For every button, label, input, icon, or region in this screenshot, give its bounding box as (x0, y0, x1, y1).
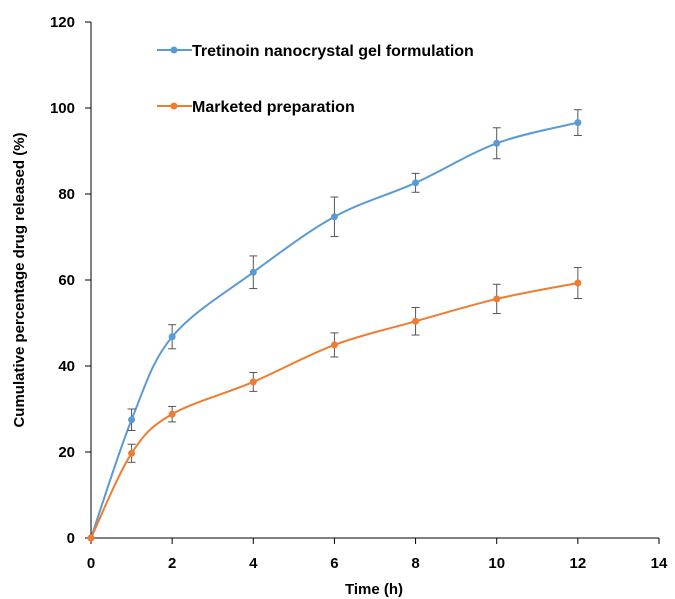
series-layer (87, 109, 582, 542)
data-point (249, 378, 257, 386)
x-tick-label: 2 (168, 555, 176, 572)
legend-marker-nanocrystal (170, 46, 178, 54)
y-axis-title: Cumulative percentage drug released (%) (11, 132, 28, 427)
legend-label-nanocrystal: Tretinoin nanocrystal gel formulation (192, 43, 474, 60)
data-point (128, 416, 136, 424)
data-point (168, 410, 176, 418)
data-point (493, 295, 501, 303)
x-axis-title: Time (h) (345, 581, 403, 598)
y-ticks: 0 20 40 60 80 100 120 (50, 14, 91, 547)
series-line (90, 282, 579, 539)
axes (90, 22, 659, 539)
legend-marker-marketed (170, 102, 178, 110)
x-ticks: 0 2 4 6 8 10 12 14 (87, 538, 668, 572)
legend-item-nanocrystal: Tretinoin nanocrystal gel formulation (157, 43, 474, 60)
x-tick-label: 14 (651, 555, 668, 572)
data-point (574, 119, 582, 127)
data-point (128, 449, 136, 457)
x-tick-label: 4 (249, 555, 258, 572)
x-tick-label: 12 (570, 555, 587, 572)
y-tick-label: 100 (50, 100, 75, 117)
series-0 (87, 109, 582, 542)
data-point (168, 333, 176, 341)
data-point (330, 341, 338, 349)
data-point (412, 317, 420, 325)
x-tick-label: 8 (411, 555, 419, 572)
series-1 (87, 267, 582, 542)
y-tick-label: 0 (67, 530, 75, 547)
y-tick-label: 80 (58, 186, 75, 203)
data-point (493, 139, 501, 147)
data-point (249, 268, 257, 276)
data-point (412, 179, 420, 187)
x-tick-label: 10 (488, 555, 505, 572)
data-point (574, 279, 582, 287)
y-tick-label: 120 (50, 14, 75, 31)
series-line (90, 121, 579, 539)
y-tick-label: 60 (58, 272, 75, 289)
legend: Tretinoin nanocrystal gel formulation Ma… (157, 43, 474, 116)
data-point (330, 213, 338, 221)
x-tick-label: 6 (330, 555, 338, 572)
legend-item-marketed: Marketed preparation (157, 99, 355, 116)
y-tick-label: 20 (58, 444, 75, 461)
y-tick-label: 40 (58, 358, 75, 375)
x-tick-label: 0 (87, 555, 95, 572)
legend-label-marketed: Marketed preparation (192, 99, 355, 116)
data-point (87, 534, 95, 542)
